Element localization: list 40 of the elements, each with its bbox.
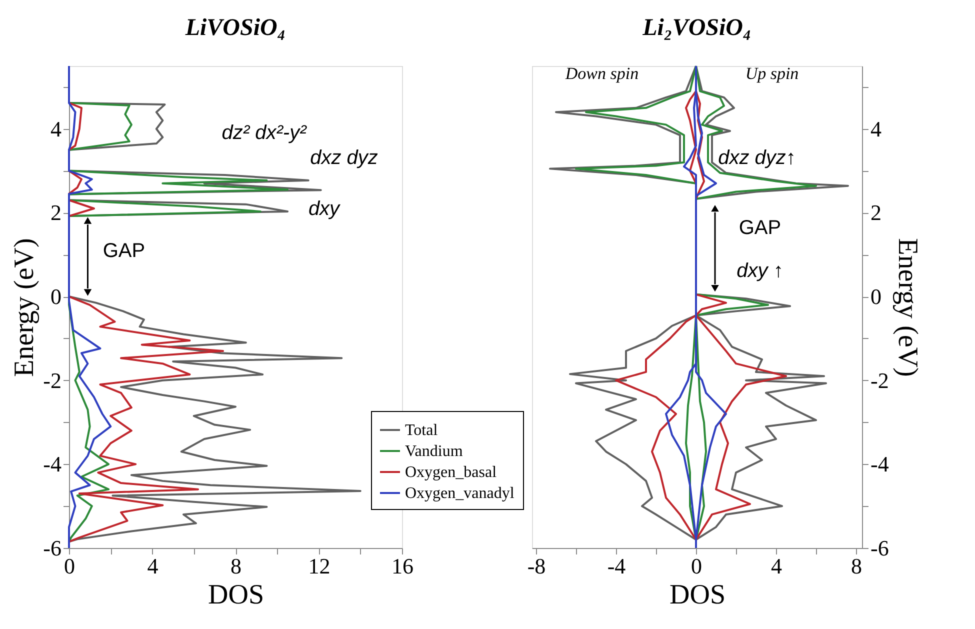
annotation: GAP <box>738 217 782 239</box>
x-axis-title: DOS <box>669 580 726 610</box>
y-tick-label: -2 <box>870 368 889 393</box>
legend-label: Vandium <box>405 443 464 460</box>
y-tick-label: -6 <box>870 536 889 560</box>
y-tick-label: -4 <box>43 452 62 477</box>
x-axis-title: DOS <box>208 580 264 610</box>
chart-title: Li₂VOSiO₄ <box>642 15 752 41</box>
y-axis-title: Energy (eV) <box>892 238 923 377</box>
chart-title: LiVOSiO₄ <box>184 15 286 41</box>
y-tick-label: -4 <box>870 452 889 477</box>
y-tick-label: 2 <box>870 200 882 226</box>
x-tick-label: 16 <box>392 554 414 578</box>
annotation: GAP <box>102 240 146 262</box>
y-tick-label: -6 <box>43 536 62 560</box>
y-axis-title: Energy (eV) <box>9 238 40 377</box>
x-tick-label: 0 <box>691 554 702 578</box>
y-tick-label: 0 <box>50 284 62 310</box>
x-tick-label: -8 <box>527 554 546 578</box>
legend-label: Oxygen_vanadyl <box>405 485 515 502</box>
x-tick-label: 12 <box>308 554 330 578</box>
annotation: Up spin <box>745 64 799 83</box>
annotation: dxz dyz <box>310 147 378 169</box>
x-tick-label: -4 <box>607 554 626 578</box>
x-tick-label: 4 <box>147 554 158 578</box>
y-tick-label: 0 <box>870 284 882 310</box>
annotation: dxz dyz↑ <box>718 147 796 169</box>
y-tick-label: -2 <box>43 368 62 393</box>
annotation: dxy ↑ <box>736 260 784 282</box>
y-tick-label: 4 <box>50 116 62 142</box>
legend-label: Total <box>405 422 438 439</box>
y-tick-label: 4 <box>870 116 882 142</box>
x-tick-label: 8 <box>851 554 862 578</box>
legend-label: Oxygen_basal <box>405 464 498 481</box>
annotation: dxy <box>308 198 341 220</box>
y-tick-label: 2 <box>50 200 62 226</box>
annotation: dz² dx²-y² <box>222 122 308 144</box>
x-tick-label: 8 <box>230 554 242 578</box>
annotation: Down spin <box>564 64 639 83</box>
x-tick-label: 4 <box>771 554 782 578</box>
